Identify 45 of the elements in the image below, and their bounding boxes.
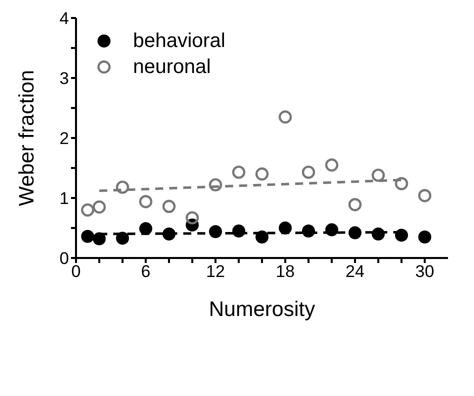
point — [208, 178, 222, 192]
x-tick-label: 24 — [346, 262, 364, 282]
y-axis-title: Weber fraction — [15, 70, 38, 206]
point — [232, 224, 246, 238]
y-tick-label: 1 — [60, 189, 69, 208]
y-tick-label: 0 — [60, 249, 69, 268]
point — [116, 180, 130, 194]
point — [325, 223, 338, 236]
point — [372, 168, 385, 182]
x-tick-label: 30 — [415, 262, 434, 282]
point — [302, 166, 316, 179]
x-axis-title: Numerosity — [208, 298, 316, 321]
legend-label: neuronal — [133, 56, 211, 78]
point — [348, 226, 362, 240]
point — [394, 177, 408, 190]
point — [348, 198, 362, 212]
point — [232, 166, 246, 179]
point — [139, 222, 152, 236]
point — [418, 189, 432, 202]
point — [162, 228, 176, 240]
point — [278, 222, 292, 234]
point — [209, 225, 222, 238]
point — [116, 232, 129, 245]
y-tick-label: 2 — [60, 129, 69, 148]
point — [418, 230, 432, 244]
point — [278, 110, 292, 124]
point — [92, 200, 106, 214]
x-tick-label: 18 — [276, 262, 295, 282]
legend-label: behavioral — [133, 30, 226, 52]
y-tick-label: 4 — [60, 9, 69, 28]
point — [162, 200, 176, 213]
y-tick-label: 3 — [60, 69, 69, 88]
point — [81, 230, 94, 243]
point — [92, 232, 106, 246]
point — [186, 211, 199, 224]
point — [302, 224, 315, 238]
x-tick-label: 12 — [206, 262, 225, 282]
point — [81, 203, 94, 217]
point — [139, 195, 152, 208]
x-tick-label: 6 — [141, 262, 150, 282]
point — [372, 228, 385, 240]
point — [255, 167, 269, 181]
point — [256, 230, 268, 244]
point — [395, 228, 408, 242]
point — [325, 158, 338, 172]
